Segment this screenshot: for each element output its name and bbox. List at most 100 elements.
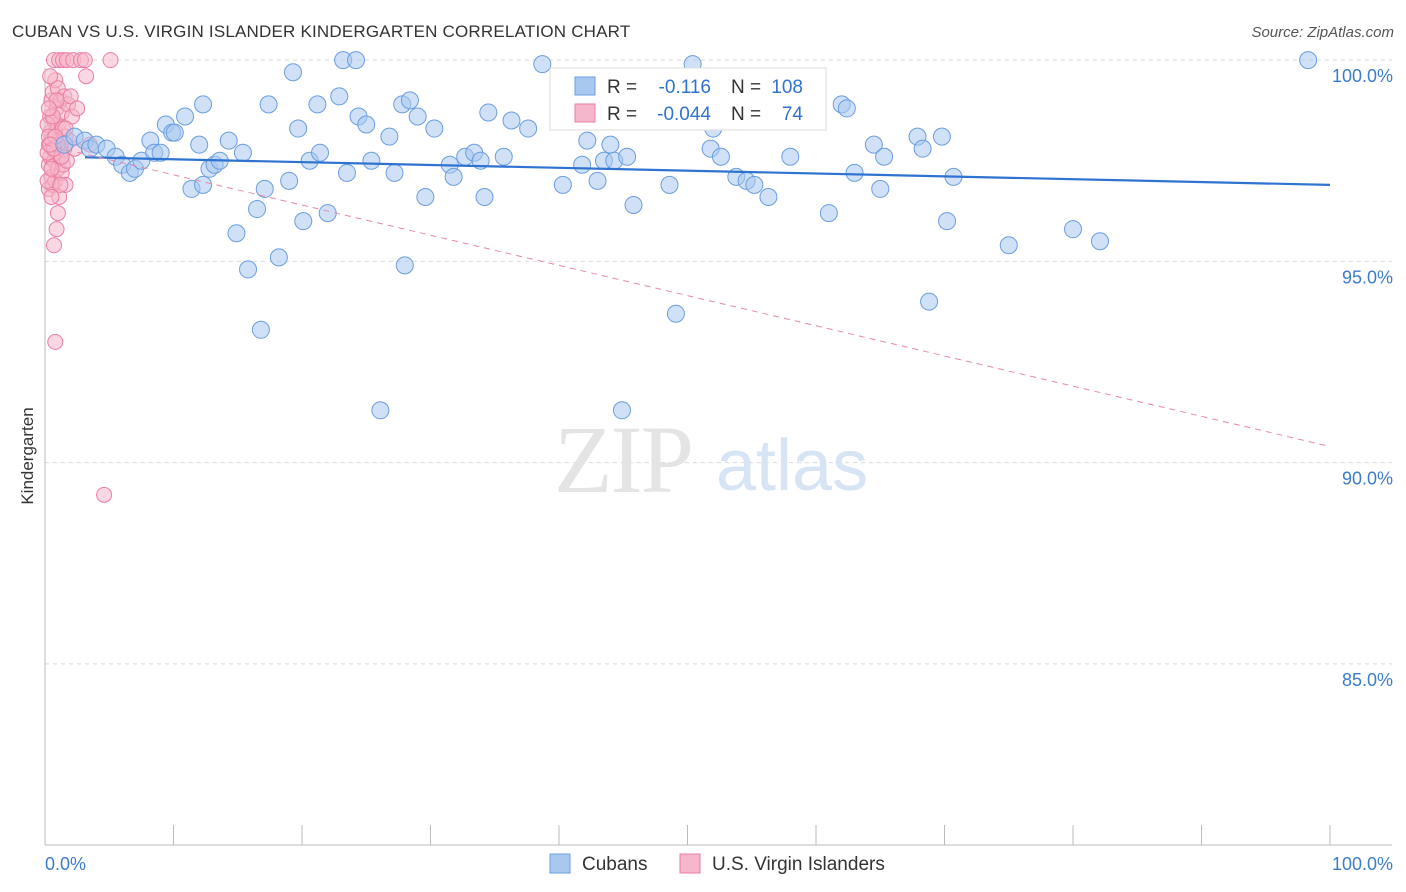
cubans-point (248, 200, 267, 219)
cubans-point (624, 196, 643, 215)
cubans-point (1090, 232, 1109, 251)
stats-n-label-blue: N = (731, 77, 761, 98)
cubans-point (194, 175, 213, 194)
gridlines (45, 59, 1392, 665)
cubans-point (913, 139, 932, 158)
cubans-point (601, 135, 620, 154)
usvi-point (43, 160, 60, 177)
usvi-point (43, 188, 60, 205)
usvi-point (45, 237, 62, 254)
watermark: ZIP atlas (554, 406, 868, 513)
x-tick-label: 0.0% (45, 854, 86, 874)
stats-r-label-blue: R = (607, 77, 637, 98)
chart-title: CUBAN VS U.S. VIRGIN ISLANDER KINDERGART… (12, 22, 631, 41)
cubans-point (660, 175, 679, 194)
stats-r-value-pink: -0.044 (657, 104, 711, 125)
cubans-point (308, 95, 327, 114)
usvi-point (78, 68, 95, 85)
series-usvi-points (39, 52, 119, 503)
stats-n-value-pink: 74 (782, 104, 804, 125)
cubans-point (475, 187, 494, 206)
stats-swatch-pink (574, 103, 596, 123)
legend-label-cubans: Cubans (582, 854, 648, 875)
usvi-point (47, 333, 64, 350)
cubans-point (190, 135, 209, 154)
cubans-point (553, 175, 572, 194)
cubans-point (999, 236, 1018, 255)
stats-swatch-blue (574, 76, 596, 96)
y-tick-label: 90.0% (1342, 469, 1393, 489)
cubans-point (284, 63, 303, 82)
cubans-point (494, 147, 513, 166)
cubans-point (251, 320, 270, 339)
usvi-trend-line (44, 144, 1331, 448)
usvi-point (42, 68, 59, 85)
usvi-point (48, 221, 65, 238)
x-tick-labels: 0.0% 100.0% (45, 854, 1393, 874)
cubans-point (255, 179, 274, 198)
cubans-point (357, 115, 376, 134)
cubans-point (932, 127, 951, 146)
stats-n-value-blue: 108 (771, 77, 803, 98)
usvi-point (96, 486, 113, 503)
cubans-point (269, 248, 288, 267)
y-tick-label: 95.0% (1342, 267, 1393, 287)
cubans-point (227, 224, 246, 243)
cubans-point (920, 292, 939, 311)
cubans-point (259, 95, 278, 114)
watermark-atlas: atlas (716, 426, 868, 506)
trend-lines (44, 144, 1331, 448)
cubans-point (845, 163, 864, 182)
cubans-point (380, 127, 399, 146)
cubans-point (408, 107, 427, 126)
cubans-point (444, 167, 463, 186)
cubans-trend-line (84, 156, 1331, 186)
source-note: Source: ZipAtlas.com (1251, 24, 1394, 41)
cubans-point (612, 401, 631, 420)
stats-r-label-pink: R = (607, 104, 637, 125)
cubans-point (837, 99, 856, 118)
legend-swatch-cubans (549, 853, 571, 874)
usvi-point (76, 52, 93, 69)
y-tick-label: 100.0% (1332, 66, 1393, 86)
cubans-point (519, 119, 538, 138)
cubans-point (239, 260, 258, 279)
stats-legend: R = -0.116 N = 108 R = -0.044 N = 74 (549, 67, 827, 131)
usvi-point (52, 176, 69, 193)
cubans-point (1064, 220, 1082, 239)
x-tick-label: 100.0% (1332, 854, 1393, 874)
stats-legend-box (549, 67, 827, 131)
watermark-zip: ZIP (554, 406, 692, 513)
cubans-point (871, 179, 890, 198)
cubans-point (219, 131, 238, 150)
usvi-point (69, 100, 86, 117)
cubans-point (502, 111, 521, 130)
cubans-point (151, 143, 170, 162)
cubans-point (337, 163, 356, 182)
cubans-point (132, 151, 151, 170)
cubans-point (289, 119, 308, 138)
cubans-point (233, 143, 252, 162)
stats-r-value-blue: -0.116 (659, 77, 711, 98)
cubans-point (176, 107, 195, 126)
cubans-point (711, 147, 730, 166)
cubans-point (479, 103, 498, 122)
legend-label-usvi: U.S. Virgin Islanders (712, 854, 885, 875)
usvi-point (102, 52, 119, 69)
cubans-point (573, 155, 592, 174)
cubans-point (819, 204, 838, 223)
cubans-point (864, 135, 883, 154)
cubans-point (280, 171, 299, 190)
cubans-point (425, 119, 444, 138)
y-axis-label: Kindergarten (18, 407, 37, 504)
cubans-point (194, 95, 213, 114)
cubans-point (759, 187, 778, 206)
series-legend: Cubans U.S. Virgin Islanders (549, 853, 885, 875)
cubans-point (745, 175, 764, 194)
cubans-point (294, 212, 313, 231)
cubans-point (346, 51, 365, 70)
stats-n-label-pink: N = (731, 104, 761, 125)
cubans-point (395, 256, 414, 275)
y-tick-label: 85.0% (1342, 670, 1393, 690)
cubans-point (781, 147, 800, 166)
